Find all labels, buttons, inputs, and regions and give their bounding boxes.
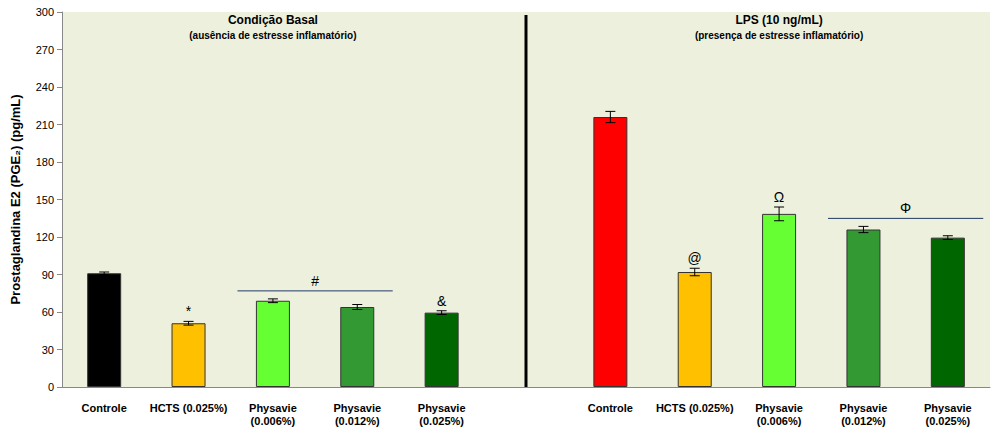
svg-text:150: 150: [36, 194, 54, 206]
svg-text:Φ: Φ: [900, 200, 911, 216]
svg-text:LPS (10 ng/mL): LPS (10 ng/mL): [735, 13, 822, 27]
svg-text:270: 270: [36, 44, 54, 56]
svg-text:@: @: [688, 250, 702, 266]
svg-text:(0.025%): (0.025%): [925, 415, 970, 427]
svg-text:Physavie: Physavie: [755, 402, 803, 414]
svg-text:*: *: [186, 303, 192, 319]
svg-text:HCTS (0.025%): HCTS (0.025%): [150, 402, 228, 414]
svg-text:30: 30: [42, 344, 54, 356]
svg-text:(0.006%): (0.006%): [757, 415, 802, 427]
svg-text:Physavie: Physavie: [418, 402, 466, 414]
svg-text:Controle: Controle: [588, 402, 633, 414]
svg-text:(0.012%): (0.012%): [335, 415, 380, 427]
svg-text:210: 210: [36, 119, 54, 131]
svg-text:60: 60: [42, 306, 54, 318]
svg-text:Controle: Controle: [82, 402, 127, 414]
svg-text:Physavie: Physavie: [924, 402, 972, 414]
svg-text:300: 300: [36, 6, 54, 18]
svg-text:(ausência de estresse inflamat: (ausência de estresse inflamatório): [189, 30, 356, 41]
svg-text:(presença de estresse inflamat: (presença de estresse inflamatório): [695, 30, 863, 41]
svg-text:90: 90: [42, 269, 54, 281]
svg-text:Prostaglandina E2 (PGE₂) (pg/m: Prostaglandina E2 (PGE₂) (pg/mL): [8, 94, 23, 304]
svg-text:Condição Basal: Condição Basal: [228, 13, 318, 27]
svg-text:Physavie: Physavie: [840, 402, 888, 414]
svg-text:120: 120: [36, 231, 54, 243]
svg-text:&: &: [437, 293, 447, 309]
svg-text:Ω: Ω: [774, 189, 784, 205]
svg-text:240: 240: [36, 81, 54, 93]
svg-text:#: #: [311, 273, 319, 289]
svg-text:(0.012%): (0.012%): [841, 415, 886, 427]
svg-text:(0.025%): (0.025%): [419, 415, 464, 427]
svg-text:0: 0: [48, 381, 54, 393]
svg-text:Physavie: Physavie: [249, 402, 297, 414]
svg-text:HCTS (0.025%): HCTS (0.025%): [656, 402, 734, 414]
svg-text:180: 180: [36, 156, 54, 168]
svg-text:Physavie: Physavie: [333, 402, 381, 414]
svg-text:(0.006%): (0.006%): [251, 415, 296, 427]
